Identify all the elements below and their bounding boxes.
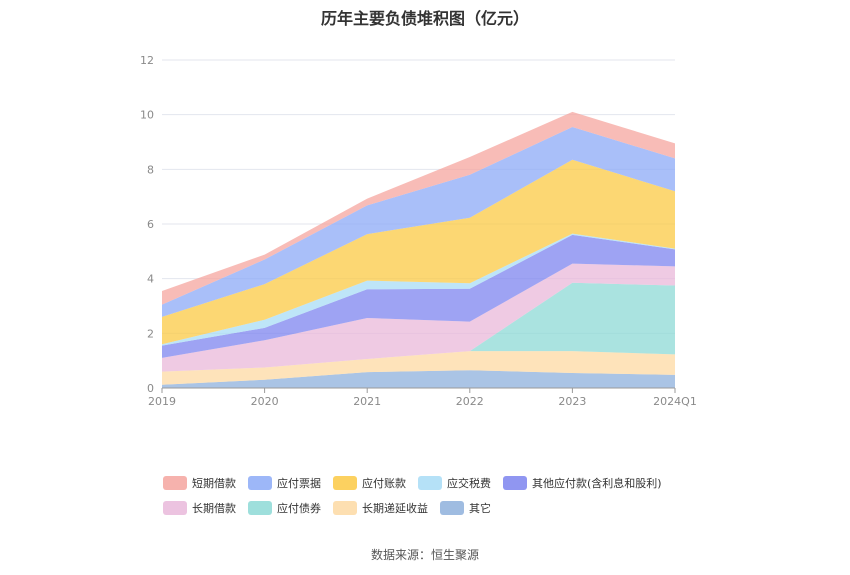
legend-label: 应付账款: [362, 477, 406, 490]
legend-swatch: [333, 501, 357, 515]
x-tick-label: 2019: [148, 395, 176, 408]
legend-item[interactable]: 长期递延收益: [333, 500, 428, 516]
legend-row: 长期借款 应付债券 长期递延收益 其它: [163, 497, 723, 519]
y-tick-label: 0: [147, 382, 154, 395]
legend-item[interactable]: 应付账款: [333, 475, 406, 491]
y-tick-label: 12: [140, 54, 154, 67]
legend-label: 短期借款: [192, 477, 236, 490]
y-tick-label: 2: [147, 327, 154, 340]
area-series-6: [162, 159, 675, 345]
area-series-7: [162, 127, 675, 317]
legend-swatch: [248, 501, 272, 515]
legend-swatch: [503, 476, 527, 490]
area-series-8: [162, 111, 675, 305]
legend-item[interactable]: 应付票据: [248, 475, 321, 491]
area-series-2: [162, 282, 675, 372]
area-series-0: [162, 370, 675, 388]
legend-item[interactable]: 应交税费: [418, 475, 491, 491]
y-tick-label: 4: [147, 273, 154, 286]
legend-swatch: [418, 476, 442, 490]
legend-item[interactable]: 长期借款: [163, 500, 236, 516]
area-series-5: [162, 233, 675, 346]
area-series-3: [162, 263, 675, 372]
legend-label: 长期递延收益: [362, 502, 428, 515]
legend: 短期借款 应付票据 应付账款 应交税费 其他应付款(含利息和股利) 长期借款 应付债券 长期递…: [163, 472, 723, 522]
area-series-4: [162, 234, 675, 358]
y-tick-label: 8: [147, 163, 154, 176]
legend-label: 长期借款: [192, 502, 236, 515]
legend-swatch: [333, 476, 357, 490]
legend-label: 其它: [469, 502, 491, 515]
legend-swatch: [163, 501, 187, 515]
legend-item[interactable]: 应付债券: [248, 500, 321, 516]
axes: 0 2 4 6 8 10 12 2019 2020 2021 2022 2023 2024Q1: [140, 54, 697, 408]
legend-label: 应交税费: [447, 477, 491, 490]
area-series-group: [162, 111, 675, 388]
chart-title: 历年主要负债堆积图（亿元）: [320, 9, 529, 28]
x-tick-label: 2024Q1: [653, 395, 697, 408]
legend-label: 应付票据: [277, 477, 321, 490]
stacked-area-chart: 0 2 4 6 8 10 12 2019 2020 2021 2022 2023 2024Q1: [140, 54, 697, 408]
area-series-1: [162, 351, 675, 385]
legend-row: 短期借款 应付票据 应付账款 应交税费 其他应付款(含利息和股利): [163, 472, 723, 494]
legend-label: 其他应付款(含利息和股利): [532, 477, 662, 490]
y-tick-label: 6: [147, 218, 154, 231]
legend-item[interactable]: 其他应付款(含利息和股利): [503, 475, 662, 491]
x-tick-label: 2023: [558, 395, 586, 408]
y-tick-label: 10: [140, 109, 154, 122]
legend-label: 应付债券: [277, 502, 321, 515]
source-note: 数据来源：恒生聚源: [370, 548, 479, 562]
legend-swatch: [440, 501, 464, 515]
legend-swatch: [163, 476, 187, 490]
legend-item[interactable]: 其它: [440, 500, 491, 516]
legend-swatch: [248, 476, 272, 490]
x-tick-label: 2020: [251, 395, 279, 408]
x-tick-label: 2022: [456, 395, 484, 408]
x-tick-label: 2021: [353, 395, 381, 408]
legend-item[interactable]: 短期借款: [163, 475, 236, 491]
